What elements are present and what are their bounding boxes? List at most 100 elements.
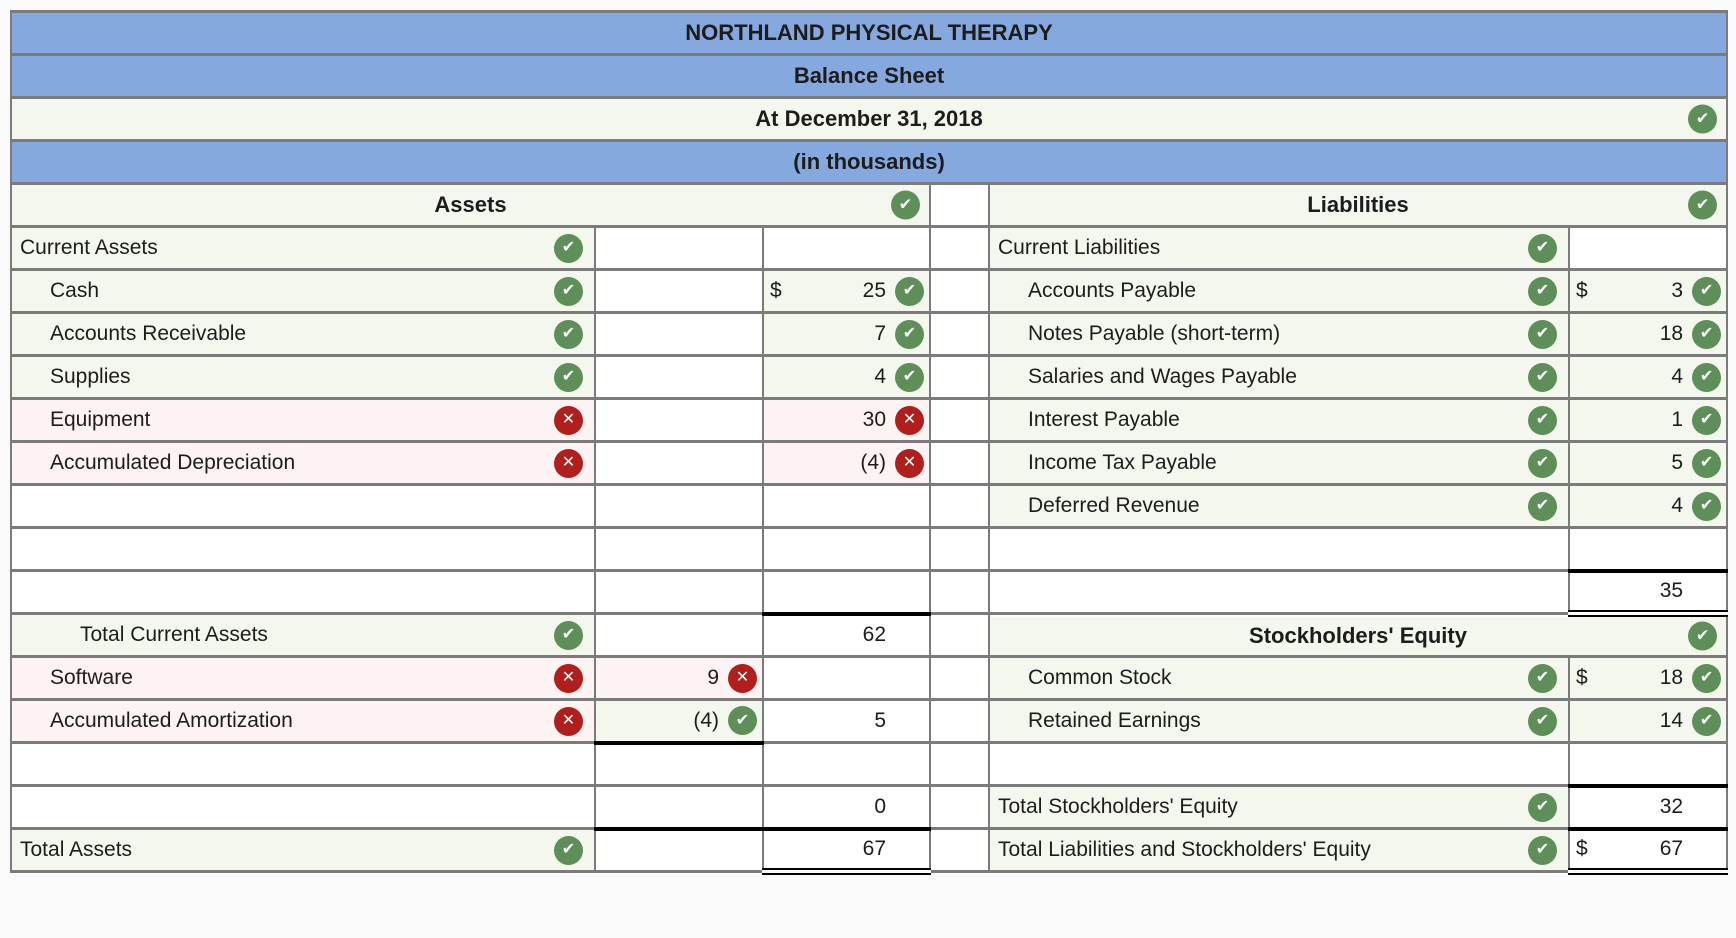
label-cell xyxy=(10,569,596,615)
balance-sheet-table: NORTHLAND PHYSICAL THERAPY Balance Sheet… xyxy=(9,10,1729,875)
check-icon: ✔ xyxy=(554,362,583,392)
check-icon: ✔ xyxy=(1692,663,1722,693)
account-label: Income Tax Payable xyxy=(1028,451,1217,474)
label-cell[interactable]: Total Current Assets ✔ xyxy=(10,612,596,658)
amount-cell[interactable]: 4 ✔ xyxy=(1567,483,1729,529)
account-label: Salaries and Wages Payable xyxy=(1028,365,1297,388)
label-cell[interactable]: Accounts Receivable ✔ xyxy=(10,311,596,357)
check-icon: ✔ xyxy=(1528,276,1557,306)
amount-cell[interactable]: $ 25 ✔ xyxy=(762,268,931,314)
amount-cell[interactable]: (4) ✔ xyxy=(594,698,764,745)
check-icon: ✔ xyxy=(1692,448,1722,478)
label-cell[interactable]: Total Assets ✔ xyxy=(10,827,596,873)
amount-value: 18 xyxy=(1659,666,1684,689)
label-cell[interactable]: Current Assets ✔ xyxy=(10,225,596,271)
subtotal-cell: 32 xyxy=(1567,783,1729,831)
check-icon: ✔ xyxy=(1688,190,1718,220)
amount-cell[interactable]: $ 18 ✔ xyxy=(1567,655,1729,701)
liabilities-section-header[interactable]: Liabilities ✔ xyxy=(987,182,1729,228)
label-cell xyxy=(988,526,1570,572)
amount-value: 0 xyxy=(874,794,886,818)
table-row: Total Assets ✔ 67 Total Liabilities and … xyxy=(10,827,1729,875)
x-icon: ✕ xyxy=(895,405,924,435)
check-icon: ✔ xyxy=(1528,233,1557,263)
amount-value: 1 xyxy=(1671,408,1684,431)
table-row: Accumulated Depreciation ✕ (4) ✕ Income … xyxy=(10,440,1729,486)
date-line: At December 31, 2018 xyxy=(755,106,983,131)
label-cell[interactable]: Salaries and Wages Payable ✔ xyxy=(988,354,1570,400)
statement-title: Balance Sheet xyxy=(793,63,945,88)
account-label: Interest Payable xyxy=(1028,408,1180,431)
amount-cell[interactable]: 5 ✔ xyxy=(1567,440,1729,486)
check-icon: ✔ xyxy=(1528,835,1557,865)
label-cell xyxy=(10,784,596,830)
amount-cell[interactable]: 4 ✔ xyxy=(1567,354,1729,400)
amount-value: 35 xyxy=(1659,579,1684,603)
equity-section-header[interactable]: Stockholders' Equity ✔ xyxy=(987,612,1729,658)
amount-cell[interactable]: 4 ✔ xyxy=(762,354,931,400)
company-title-cell: NORTHLAND PHYSICAL THERAPY xyxy=(9,10,1729,56)
check-icon: ✔ xyxy=(554,319,583,349)
amount-cell xyxy=(762,483,931,529)
amount-cell[interactable]: 14 ✔ xyxy=(1567,698,1729,744)
table-row: Current Assets ✔ Current Liabilities ✔ xyxy=(10,225,1729,271)
label-cell xyxy=(10,483,596,529)
check-icon: ✔ xyxy=(1528,319,1557,349)
label-cell[interactable]: Accounts Payable ✔ xyxy=(988,268,1570,314)
amount-cell[interactable]: 7 ✔ xyxy=(762,311,931,357)
label-cell[interactable]: Common Stock ✔ xyxy=(988,655,1570,701)
check-icon: ✔ xyxy=(1692,491,1722,521)
label-cell[interactable]: Income Tax Payable ✔ xyxy=(988,440,1570,486)
label-cell[interactable]: Deferred Revenue ✔ xyxy=(988,483,1570,529)
label-cell[interactable]: Retained Earnings ✔ xyxy=(988,698,1570,744)
label-cell[interactable]: Notes Payable (short-term) ✔ xyxy=(988,311,1570,357)
spacer-cell xyxy=(929,440,990,486)
account-label: Retained Earnings xyxy=(1028,709,1201,732)
amount-cell[interactable]: 9 ✕ xyxy=(594,655,764,701)
label-cell[interactable]: Cash ✔ xyxy=(10,268,596,314)
amount-cell xyxy=(594,827,764,873)
table-row xyxy=(10,741,1729,787)
table-row: 35 xyxy=(10,568,1729,617)
amount-cell xyxy=(594,440,764,486)
label-cell[interactable]: Current Liabilities ✔ xyxy=(988,225,1570,271)
amount-cell xyxy=(594,784,764,831)
amount-cell xyxy=(594,354,764,400)
check-icon: ✔ xyxy=(554,620,583,650)
check-icon: ✔ xyxy=(1528,706,1557,736)
date-line-cell[interactable]: At December 31, 2018 ✔ xyxy=(9,96,1729,142)
amount-cell xyxy=(594,612,764,658)
label-cell[interactable]: Supplies ✔ xyxy=(10,354,596,400)
check-icon: ✔ xyxy=(895,276,924,306)
assets-section-header[interactable]: Assets ✔ xyxy=(10,182,931,228)
label-cell[interactable]: Total Stockholders' Equity ✔ xyxy=(988,784,1570,830)
table-row: 0 Total Stockholders' Equity ✔ 32 xyxy=(10,783,1729,831)
amount-cell[interactable]: 30 ✕ xyxy=(762,397,931,443)
amount-cell[interactable]: 18 ✔ xyxy=(1567,311,1729,357)
spacer-cell xyxy=(929,225,990,271)
label-cell[interactable]: Total Liabilities and Stockholders' Equi… xyxy=(988,827,1570,873)
amount-cell xyxy=(762,225,931,271)
amount-value: 5 xyxy=(1671,451,1684,474)
label-cell[interactable]: Software ✕ xyxy=(10,655,596,701)
amount-value: 9 xyxy=(707,666,719,689)
currency-symbol: $ xyxy=(770,279,782,302)
subtotal-cell: 62 xyxy=(762,611,931,658)
amount-value: (4) xyxy=(693,708,719,732)
amount-cell[interactable]: $ 3 ✔ xyxy=(1567,268,1729,314)
account-label: Total Assets xyxy=(20,838,133,861)
x-icon: ✕ xyxy=(554,706,583,736)
amount-cell[interactable]: (4) ✕ xyxy=(762,440,931,486)
amount-cell xyxy=(594,741,764,787)
amount-cell[interactable]: 1 ✔ xyxy=(1567,397,1729,443)
amount-value: 5 xyxy=(874,709,886,732)
account-label: Current Liabilities xyxy=(998,236,1161,259)
account-label: Total Liabilities and Stockholders' Equi… xyxy=(998,838,1371,861)
label-cell[interactable]: Equipment ✕ xyxy=(10,397,596,443)
label-cell[interactable]: Accumulated Amortization ✕ xyxy=(10,698,596,744)
label-cell[interactable]: Accumulated Depreciation ✕ xyxy=(10,440,596,486)
spacer-cell xyxy=(929,526,990,572)
spacer-cell xyxy=(929,569,990,615)
label-cell xyxy=(988,741,1570,787)
label-cell[interactable]: Interest Payable ✔ xyxy=(988,397,1570,443)
